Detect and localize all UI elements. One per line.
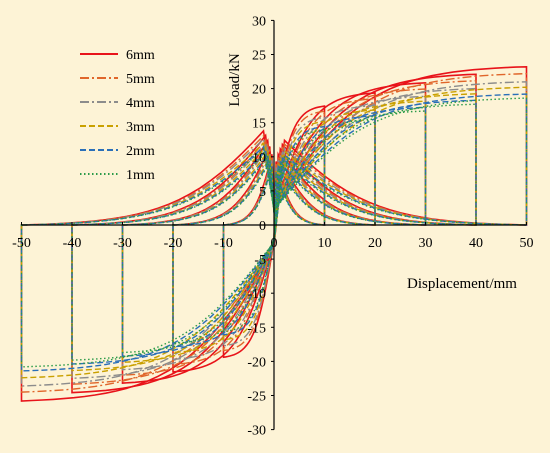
legend-label: 3mm <box>126 120 155 135</box>
hysteresis-loop <box>71 87 477 380</box>
x-axis-label: Displacement/mm <box>407 276 517 292</box>
y-tick-label: 5 <box>259 185 266 200</box>
hysteresis-loop <box>71 80 477 385</box>
hysteresis-loop <box>71 103 477 361</box>
x-tick-label: -20 <box>164 236 183 251</box>
legend-label: 2mm <box>126 144 155 159</box>
x-tick-label: -30 <box>113 236 132 251</box>
y-tick-label: -15 <box>247 321 266 336</box>
y-tick-label: 30 <box>252 14 266 29</box>
y-tick-label: -10 <box>247 287 266 302</box>
x-tick-label: -10 <box>214 236 233 251</box>
x-tick-label: 50 <box>520 236 534 251</box>
x-tick-label: -50 <box>12 236 31 251</box>
y-axis-label: Load/kN <box>227 53 243 106</box>
axes-layer: -50 -40 -30 -20 -10 0 10 20 30 40 50-30-25-20-15-1… <box>12 14 533 438</box>
hysteresis-loop <box>20 81 528 387</box>
legend-label: 1mm <box>126 168 155 183</box>
x-tick-label: 0 <box>271 236 278 251</box>
hysteresis-loop <box>121 100 427 364</box>
y-tick-label: -25 <box>247 390 266 405</box>
y-tick-label: -5 <box>254 253 266 268</box>
x-tick-label: 10 <box>318 236 332 251</box>
y-tick-label: 20 <box>252 83 266 98</box>
y-tick-label: -30 <box>247 424 266 439</box>
hysteresis-loop <box>222 120 326 341</box>
y-tick-label: 0 <box>259 219 266 234</box>
x-tick-label: -40 <box>63 236 82 251</box>
y-tick-label: 25 <box>252 49 266 64</box>
legend-label: 5mm <box>126 72 155 87</box>
x-tick-label: 20 <box>368 236 382 251</box>
legend-label: 6mm <box>126 48 155 63</box>
x-tick-label: 40 <box>469 236 483 251</box>
legend: 6mm 5mm 4mm 3mm 2mm 1mm <box>80 48 155 183</box>
hysteresis-loop <box>172 114 376 348</box>
y-tick-label: 15 <box>252 117 266 132</box>
hysteresis-loop <box>20 97 528 368</box>
y-tick-label: 10 <box>252 151 266 166</box>
y-tick-label: -20 <box>247 355 266 370</box>
hysteresis-loop <box>20 72 528 393</box>
legend-label: 4mm <box>126 96 155 111</box>
x-tick-label: 30 <box>419 236 433 251</box>
